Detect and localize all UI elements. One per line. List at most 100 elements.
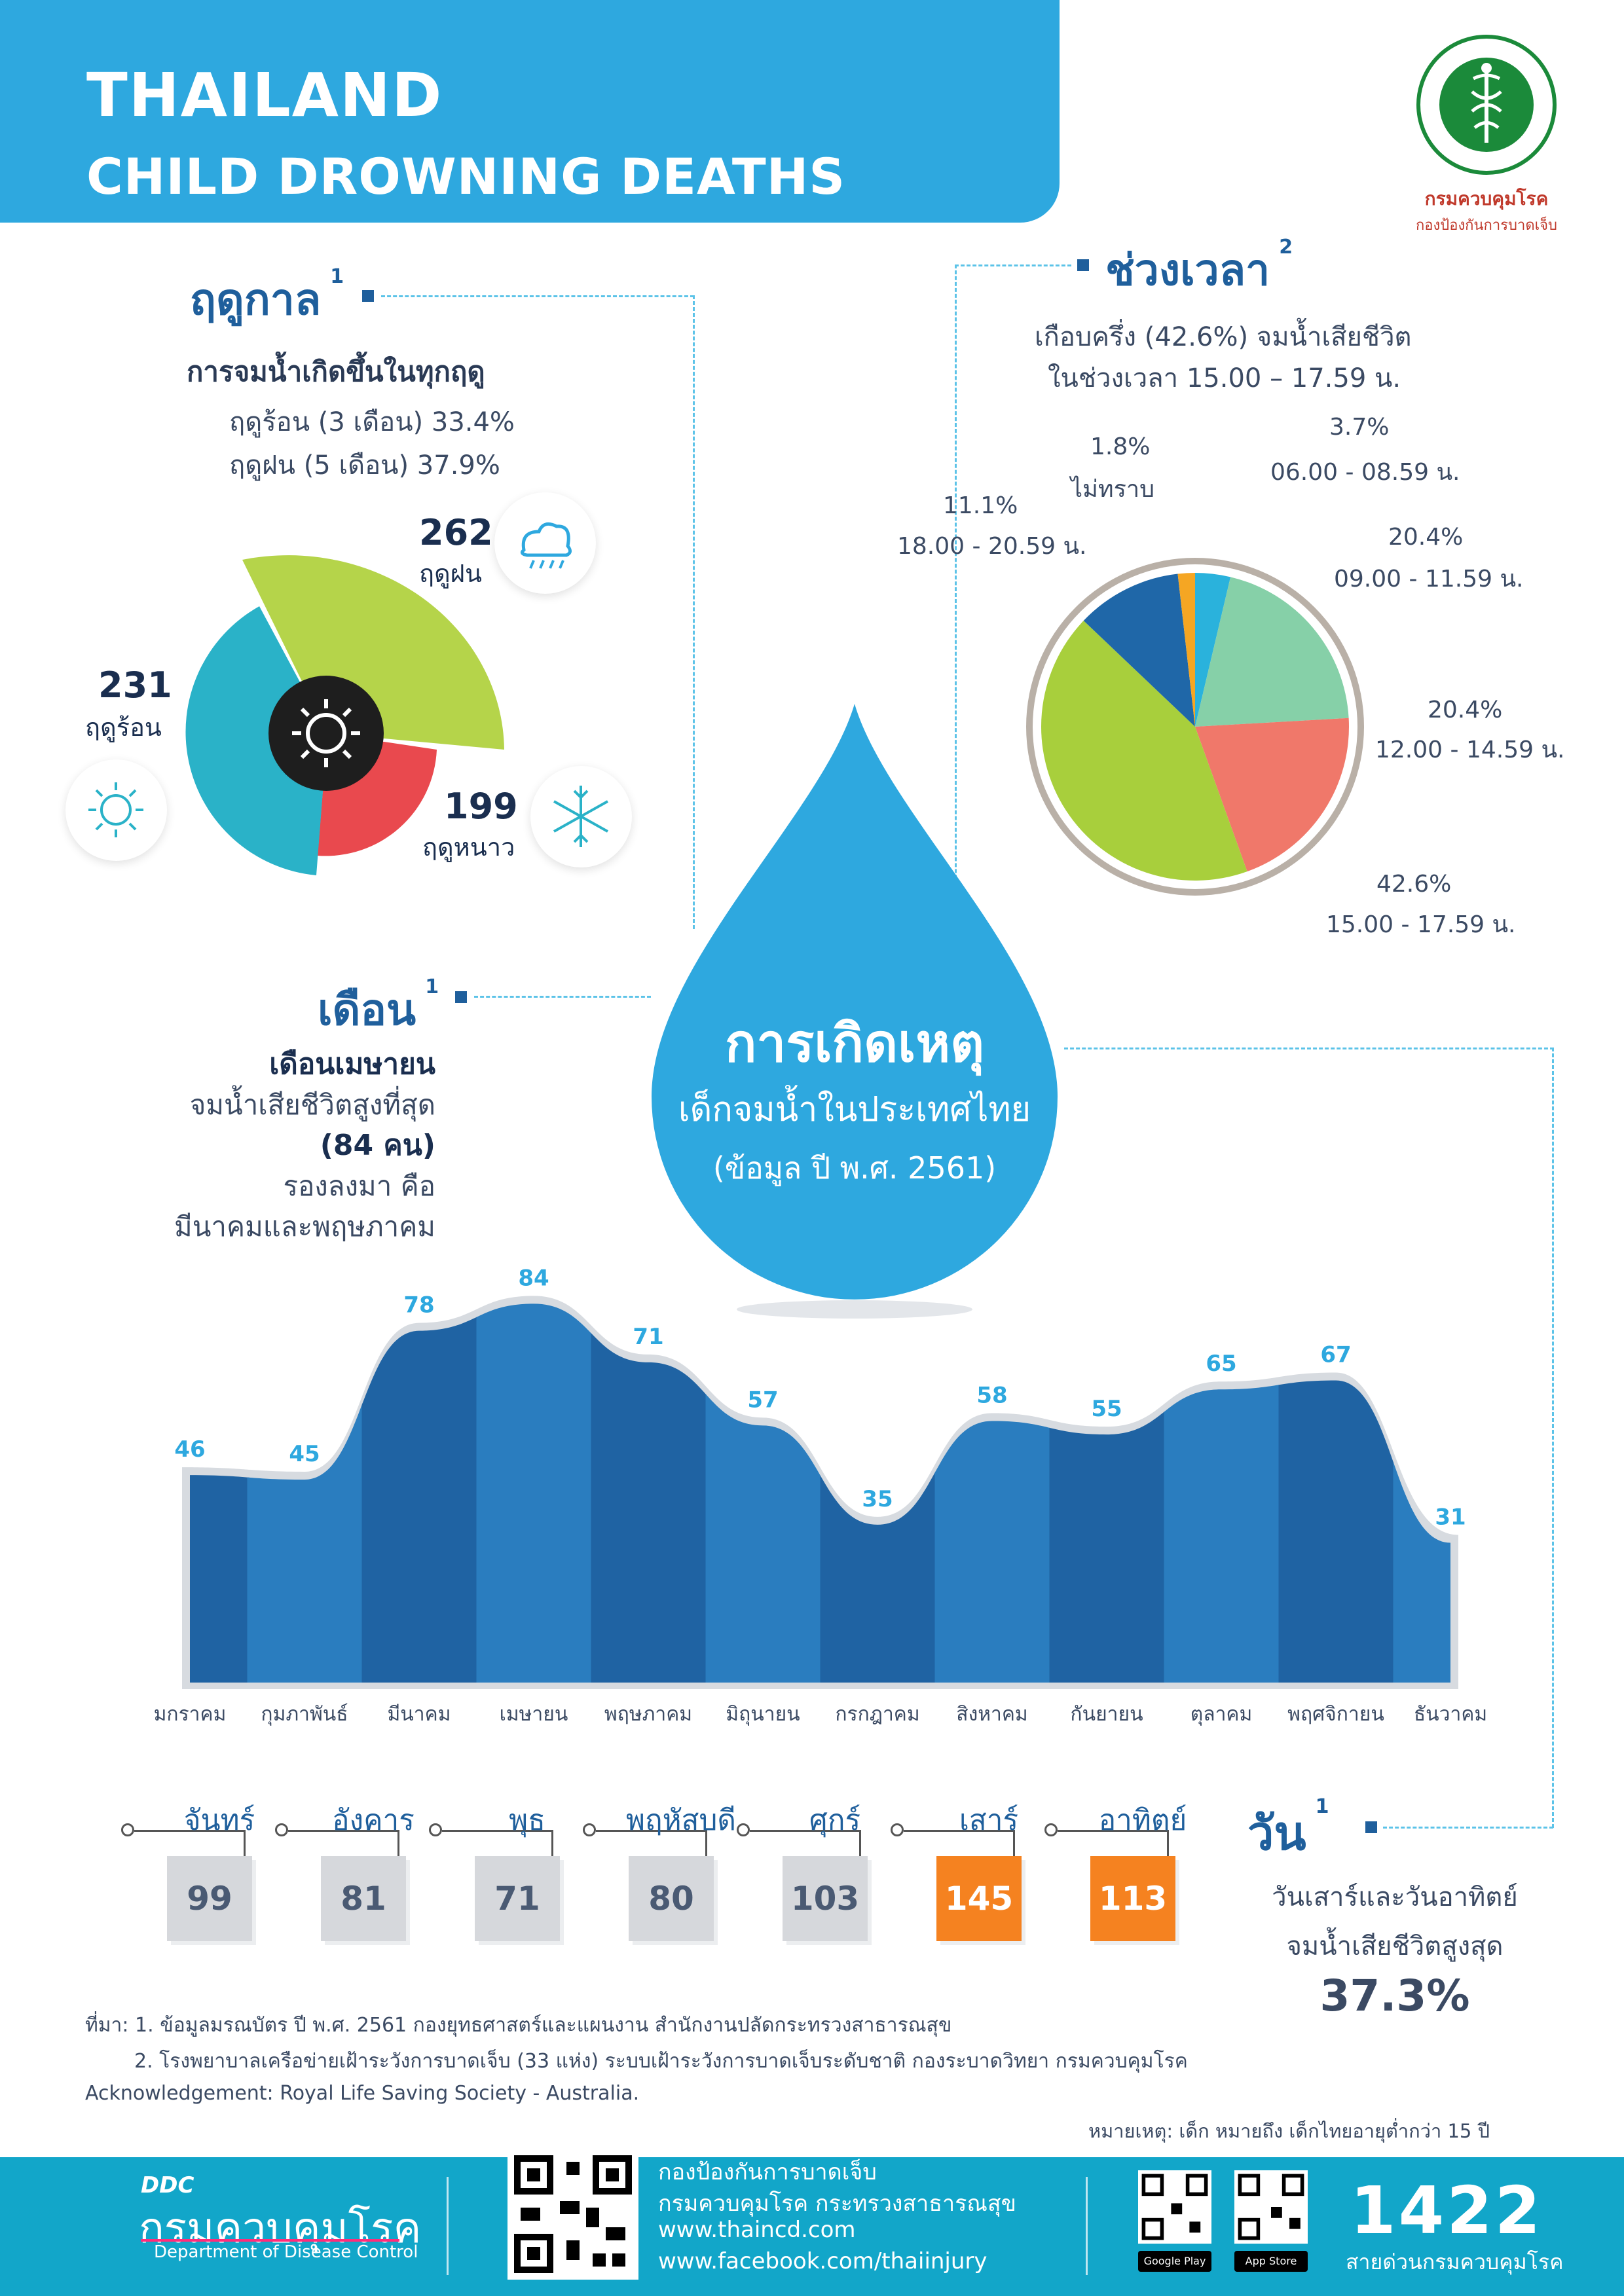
- day-item: จันทร์ 99: [121, 1797, 291, 1941]
- day-value: 71: [475, 1856, 560, 1941]
- area-month-label: กุมภาพันธ์: [261, 1703, 348, 1726]
- area-month-label: พฤศจิกายน: [1287, 1703, 1384, 1726]
- day-dot: [583, 1823, 596, 1836]
- time-sup: 2: [1279, 236, 1293, 259]
- month-summary: เดือนเมษายน จมน้ำเสียชีวิตสูงที่สุด (84 …: [131, 1044, 435, 1247]
- month-title-text: เดือน: [318, 985, 416, 1035]
- hotline-number[interactable]: 1422: [1350, 2172, 1543, 2249]
- pie-slice: [1195, 577, 1349, 727]
- qr-icon: [1141, 2174, 1208, 2240]
- title-line-1: THAILAND: [86, 60, 443, 130]
- website-link[interactable]: www.thaincd.com: [658, 2217, 856, 2243]
- ddc-underline: [141, 2239, 399, 2242]
- area-month-label: กรกฎาคม: [835, 1703, 919, 1726]
- pie-slice: [1041, 621, 1247, 881]
- qr-icon: [1238, 2174, 1304, 2240]
- area-value-label: 55: [1091, 1396, 1122, 1422]
- qr-code-contact: [507, 2149, 638, 2280]
- area-value-label: 45: [289, 1441, 320, 1467]
- season-title: ฤดูกาล 1: [190, 265, 344, 334]
- acknowledgement: Acknowledgement: Royal Life Saving Socie…: [85, 2082, 640, 2105]
- hotline-label: สายด่วนกรมควบคุมโรค: [1346, 2250, 1564, 2274]
- area-value-label: 58: [976, 1382, 1007, 1408]
- day-name: อังคาร: [332, 1804, 415, 1837]
- area-month-band: [190, 1303, 249, 1683]
- month-sup: 1: [425, 975, 439, 998]
- sun-center-disc: [268, 676, 384, 791]
- time-connector-vertical: [955, 264, 957, 926]
- area-value-label: 78: [403, 1292, 434, 1319]
- slice-0900-label: 09.00 - 11.59 น.: [1334, 566, 1524, 592]
- season-subtitle: การจมน้ำเกิดขึ้นในทุกฤดู: [187, 355, 485, 388]
- app-store-badge[interactable]: App Store: [1234, 2251, 1308, 2272]
- facebook-link[interactable]: www.facebook.com/thaiinjury: [658, 2248, 987, 2274]
- month-title: เดือน 1: [318, 975, 439, 1044]
- contact-line-2: กรมควบคุมโรค กระทรวงสาธารณสุข: [658, 2191, 1016, 2217]
- time-line-1: เกือบครึ่ง (42.6%) จมน้ำเสียชีวิต: [1035, 322, 1412, 352]
- month-line-2: จมน้ำเสียชีวิตสูงที่สุด: [189, 1089, 435, 1121]
- day-item: ศุกร์ 103: [737, 1797, 907, 1941]
- slice-1800-pct: 11.1%: [943, 492, 1018, 519]
- area-value-label: 35: [862, 1486, 893, 1512]
- day-item: อาทิตย์ 113: [1044, 1797, 1215, 1941]
- sun-center-icon: [292, 699, 360, 767]
- area-value-label: 46: [174, 1436, 205, 1463]
- day-value: 113: [1090, 1856, 1175, 1941]
- qr-app-store[interactable]: [1234, 2170, 1308, 2244]
- logo-sub: กองป้องกันการบาดเจ็บ: [1415, 217, 1558, 234]
- area-month-label: พฤษภาคม: [604, 1703, 692, 1726]
- day-connector: [1064, 1048, 1554, 1049]
- day-line-2: จมน้ำเสียชีวิตสูงสุด: [1286, 1931, 1504, 1961]
- day-name: เสาร์: [959, 1804, 1019, 1837]
- ddc-english: Department of Disease Control: [154, 2242, 418, 2262]
- area-month-band: [247, 1303, 363, 1683]
- time-title: ช่วงเวลา 2: [1105, 236, 1293, 304]
- month-line-1: เดือนเมษายน: [269, 1048, 435, 1081]
- time-connector: [955, 264, 1071, 266]
- water-drop: [652, 704, 1058, 1319]
- day-item: อังคาร 81: [275, 1797, 445, 1941]
- footer-divider-1: [447, 2177, 449, 2275]
- day-dot: [1044, 1823, 1058, 1836]
- area-value-label: 57: [747, 1387, 778, 1413]
- season-connector-vertical: [693, 295, 695, 929]
- season-radial-chart: [185, 555, 504, 875]
- month-line-3: (84 คน): [320, 1129, 435, 1162]
- rain-cloud-icon: [494, 492, 596, 594]
- google-play-badge[interactable]: Google Play: [1138, 2251, 1211, 2272]
- area-value-label: 65: [1206, 1351, 1236, 1377]
- day-dot: [121, 1823, 134, 1836]
- qr-google-play[interactable]: [1138, 2170, 1211, 2244]
- footer-contact-panel: [0, 2157, 1624, 2296]
- contact-line-1: กองป้องกันการบาดเจ็บ: [658, 2159, 877, 2185]
- season-sup: 1: [330, 265, 344, 288]
- day-item: เสาร์ 145: [891, 1797, 1061, 1941]
- header-banner: THAILAND CHILD DROWNING DEATHS: [0, 0, 1060, 223]
- pie-slice: [1195, 718, 1349, 872]
- pie-slice: [1195, 573, 1231, 727]
- area-month-band: [1278, 1303, 1394, 1683]
- day-name: จันทร์: [183, 1804, 255, 1837]
- day-title-text: วัน: [1247, 1806, 1306, 1861]
- day-dot: [891, 1823, 904, 1836]
- month-bullet: [455, 991, 467, 1003]
- day-connector-vertical: [1552, 1048, 1554, 1828]
- footer-divider-2: [1086, 2177, 1088, 2275]
- rain-value: 262: [419, 512, 493, 553]
- day-name: อาทิตย์: [1098, 1804, 1187, 1837]
- sun-icon: [65, 759, 167, 861]
- area-month-band: [476, 1303, 592, 1683]
- month-connector: [474, 996, 651, 998]
- season-line-2: ฤดูฝน (5 เดือน) 37.9%: [229, 450, 500, 481]
- monthly-area-chart: 46 45 78 84 71 57 35 58 55 65 67 31 มกราคม กุมภาพันธ…: [154, 1265, 1488, 1726]
- day-dot: [275, 1823, 288, 1836]
- drop-line-1: เด็กจมน้ำในประเทศไทย: [678, 1090, 1031, 1129]
- time-bullet: [1077, 259, 1089, 271]
- note: หมายเหตุ: เด็ก หมายถึง เด็กไทยอายุต่ำกว่…: [1088, 2120, 1490, 2142]
- area-month-label: เมษายน: [500, 1703, 568, 1726]
- ddc-abbrev: DDC: [141, 2172, 194, 2198]
- area-month-label: สิงหาคม: [956, 1703, 1027, 1726]
- day-sup: 1: [1315, 1795, 1329, 1818]
- day-connector-bottom: [1383, 1827, 1553, 1829]
- area-month-band: [1049, 1303, 1165, 1683]
